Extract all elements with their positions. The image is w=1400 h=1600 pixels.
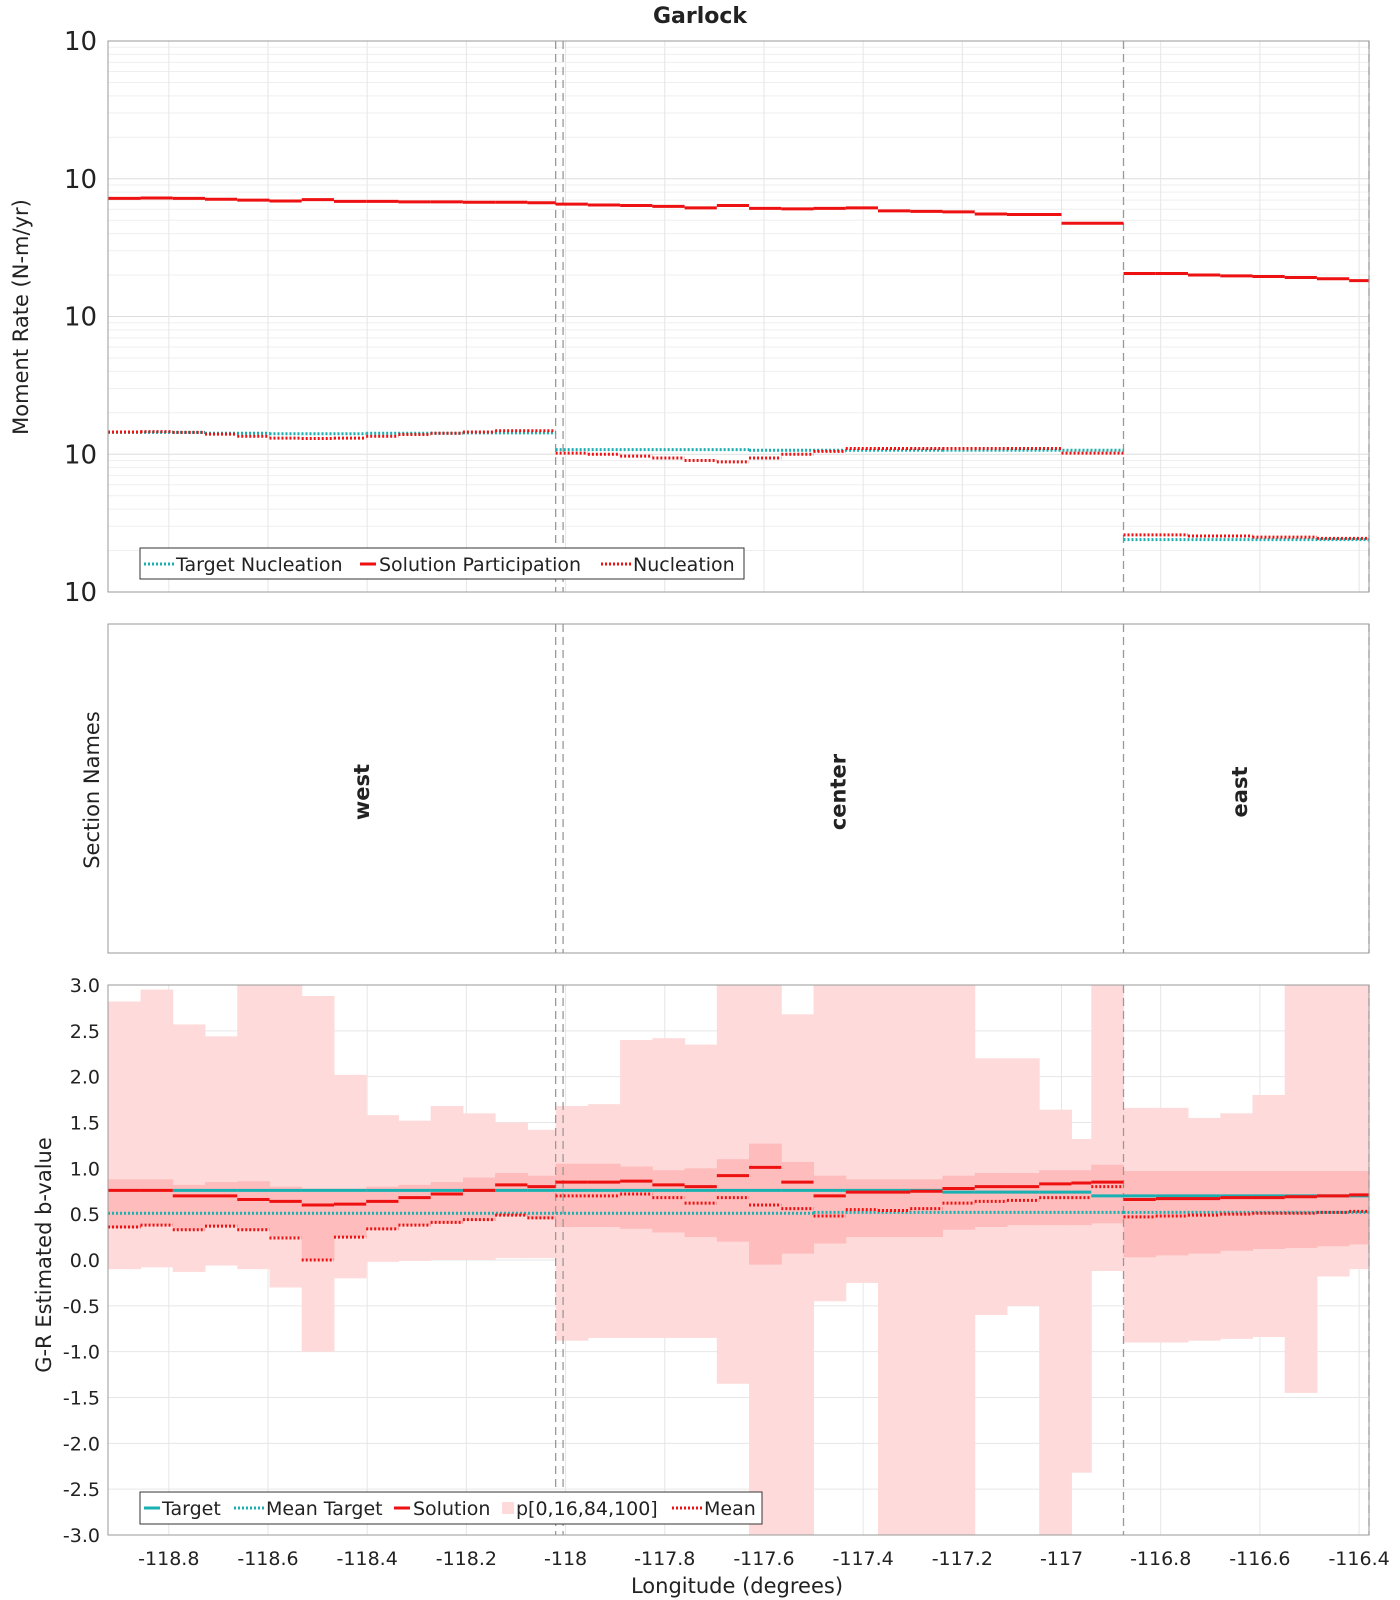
band-p0-p100 — [781, 1014, 815, 1535]
b-value-ylabel: G-R Estimated b-value — [32, 1137, 56, 1373]
plot-background — [108, 624, 1369, 953]
x-tick-label: -117.2 — [932, 1548, 993, 1570]
plot-frame — [107, 623, 1370, 954]
section-name-label: east — [1228, 767, 1252, 818]
legend-label: Solution — [413, 1498, 490, 1520]
band-p0-p100 — [172, 1024, 206, 1272]
x-tick-label: -116.6 — [1229, 1548, 1290, 1570]
band-p16-p84 — [813, 1175, 847, 1244]
y-tick-label: 10 — [64, 440, 97, 470]
band-p16-p84 — [527, 1175, 557, 1219]
plot-frame — [107, 984, 1370, 1536]
band-p16-p84 — [1349, 1171, 1370, 1245]
y-tick-label: 10 — [64, 303, 97, 333]
band-p0-p100 — [108, 1001, 142, 1270]
band-p16-p84 — [301, 1188, 335, 1260]
legend-label: Target Nucleation — [175, 554, 343, 576]
band-p0-p100 — [333, 1074, 367, 1279]
band-p16-p84 — [652, 1170, 686, 1233]
x-tick-label: -117.4 — [833, 1548, 894, 1570]
band-p16-p84 — [1091, 1164, 1125, 1224]
x-tick-label: -118 — [544, 1548, 587, 1570]
legend-label: Mean Target — [266, 1498, 383, 1520]
band-p16-p84 — [495, 1172, 528, 1216]
x-tick-label: -117.8 — [634, 1548, 695, 1570]
band-p16-p84 — [878, 1179, 911, 1238]
figure-title: Garlock — [653, 4, 748, 29]
moment-rate-panel: 10151016101710181019Target NucleationSol… — [64, 27, 1370, 608]
x-tick-label: -118.8 — [138, 1548, 199, 1570]
band-p16-p84 — [1316, 1171, 1350, 1247]
y-tick-label: 10 — [64, 578, 97, 608]
y-tick-label: 10 — [64, 165, 97, 195]
y-tick-label: 10 — [64, 27, 97, 57]
band-p16-p84 — [430, 1182, 464, 1224]
band-p0-p100 — [813, 985, 847, 1302]
x-tick-label: -117.6 — [733, 1548, 794, 1570]
legend-swatch — [502, 1502, 514, 1514]
x-tick-label: -118.2 — [436, 1548, 497, 1570]
legend-b-value: Target Mean Target Solution p[0,16,84,100] M… — [139, 1491, 763, 1525]
x-tick-label: -118.6 — [237, 1548, 298, 1570]
band-p0-p100 — [1091, 985, 1125, 1271]
legend-box — [139, 547, 745, 580]
band-p16-p84 — [237, 1181, 270, 1230]
legend-moment-rate: Target Nucleation Solution Participation N… — [139, 547, 745, 580]
y-tick-label: 2.0 — [70, 1067, 100, 1089]
y-tick-label: 2.5 — [70, 1021, 100, 1043]
y-tick-label: 0.5 — [70, 1204, 100, 1226]
x-tick-label: -118.4 — [337, 1548, 398, 1570]
x-tick-label: -116.8 — [1130, 1548, 1191, 1570]
band-p0-p100 — [942, 985, 976, 1535]
band-p0-p100 — [845, 985, 879, 1283]
band-p0-p100 — [301, 996, 335, 1352]
x-axis-label: Longitude (degrees) — [631, 1574, 843, 1598]
band-p0-p100 — [878, 985, 911, 1535]
band-p16-p84 — [140, 1179, 174, 1226]
y-tick-label: -0.5 — [63, 1296, 100, 1318]
legend-label: Target — [161, 1498, 221, 1520]
y-tick-label: 0.0 — [70, 1250, 100, 1272]
y-tick-label: 1.0 — [70, 1158, 100, 1180]
band-p16-p84 — [1252, 1171, 1286, 1249]
band-p16-p84 — [108, 1179, 142, 1228]
band-p16-p84 — [172, 1184, 206, 1230]
band-p0-p100 — [269, 985, 303, 1288]
legend-label: Mean — [704, 1498, 756, 1520]
band-p16-p84 — [1284, 1171, 1318, 1249]
band-p16-p84 — [716, 1159, 750, 1242]
section-names-ylabel: Section Names — [80, 711, 104, 869]
band-p16-p84 — [205, 1182, 238, 1227]
b-value-panel: -3.0 -2.5 -2.0 -1.5 -1.0 -0.5 0.0 0.5 1.0 1.5 2.0 2… — [63, 975, 1390, 1570]
band-p16-p84 — [366, 1186, 399, 1230]
y-tick-label: -1.5 — [63, 1388, 100, 1410]
x-tick-label: -116.4 — [1328, 1548, 1389, 1570]
moment-rate-ylabel: Moment Rate (N-m/yr) — [9, 199, 33, 435]
plot-frame — [107, 40, 1370, 593]
y-tick-label: 3.0 — [70, 975, 100, 997]
y-tick-label: -3.0 — [63, 1525, 100, 1547]
band-p0-p100 — [205, 1036, 238, 1266]
band-p16-p84 — [1123, 1171, 1157, 1258]
band-p0-p100 — [910, 985, 943, 1535]
legend-label: Nucleation — [633, 554, 735, 576]
band-p16-p84 — [620, 1166, 653, 1229]
band-p16-p84 — [462, 1177, 496, 1221]
y-tick-label: -2.0 — [63, 1433, 100, 1455]
section-name-label: west — [350, 764, 374, 820]
y-tick-label: 1.5 — [70, 1113, 100, 1135]
y-tick-label: -2.5 — [63, 1479, 100, 1501]
y-tick-label: -1.0 — [63, 1342, 100, 1364]
section-name-label: center — [826, 753, 850, 830]
legend-label: Solution Participation — [379, 554, 581, 576]
x-tick-label: -117 — [1040, 1548, 1083, 1570]
section-names-panel: west center east — [107, 623, 1370, 954]
legend-label: p[0,16,84,100] — [516, 1498, 658, 1520]
